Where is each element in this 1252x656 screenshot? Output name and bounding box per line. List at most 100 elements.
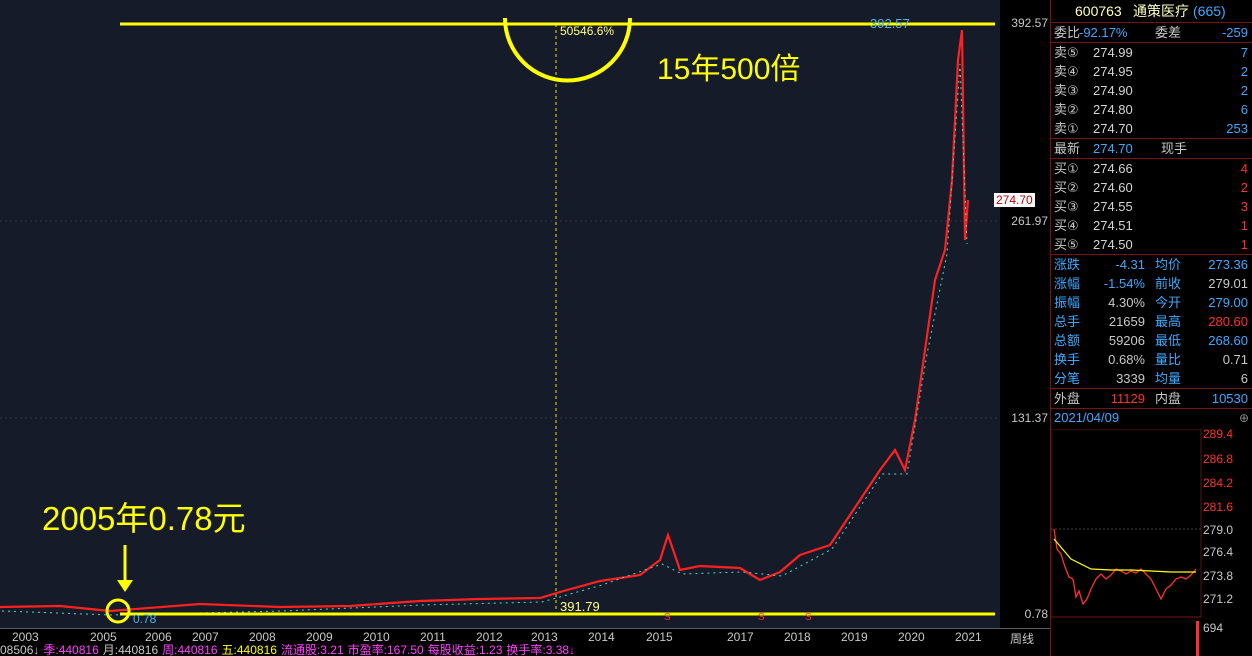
year-label: 2005: [90, 630, 117, 644]
scroll-icon[interactable]: ⊕: [1238, 411, 1249, 425]
stat-label: 最高: [1155, 314, 1182, 329]
year-label: 2009: [306, 630, 333, 644]
price-series-cyan: [1, 63, 968, 616]
price-tick: 0.78: [1024, 607, 1048, 621]
period-label[interactable]: 周线: [1010, 632, 1035, 646]
buy-price: 274.60: [1093, 180, 1133, 195]
ratio-label: 委比: [1054, 25, 1081, 40]
buy-orders: 买① 274.66 4 买② 274.60 2 买③ 274.55 3 买④ 274.51 1 …: [1051, 159, 1252, 255]
year-label: 2011: [420, 630, 446, 644]
intraday-avg-line: [1053, 538, 1196, 573]
year-label: 2013: [531, 630, 558, 644]
date-axis: 2003 2005 2006 2007 2008 2009 2010 2011 …: [0, 628, 1050, 646]
status-item: 季:440816: [43, 644, 99, 656]
buy-volume: 1: [1240, 237, 1248, 252]
inner-value: 10530: [1211, 391, 1248, 406]
sell-price: 274.90: [1093, 83, 1133, 98]
buy-row: 买④ 274.51 1: [1051, 216, 1252, 235]
latest-row: 最新 274.70 现手: [1051, 139, 1252, 159]
sell-price: 274.95: [1093, 64, 1133, 79]
intraday-volume-tick: 694: [1203, 621, 1224, 635]
stat-label: 量比: [1155, 352, 1182, 367]
status-item: 市盈率:167.50: [347, 644, 424, 656]
status-item: 每股收益:1.23: [427, 644, 503, 656]
stock-header: 600763 通策医疗 (665): [1051, 0, 1252, 23]
status-item: 流通股:3.21: [280, 644, 344, 656]
stat-value: -1.54%: [1103, 276, 1145, 291]
stat-row: 总手 21659 最高 280.60: [1051, 312, 1252, 331]
kline-chart[interactable]: 392.57 50546.6% 391.79 0.78 15年500倍 2005…: [0, 0, 1000, 628]
stock-suffix: (665): [1193, 3, 1226, 19]
buy-label: 买①: [1054, 161, 1079, 176]
buy-volume: 2: [1240, 180, 1248, 195]
sell-volume: 253: [1226, 121, 1248, 136]
sell-label: 卖①: [1054, 121, 1079, 136]
highlight-circle: [503, 17, 632, 83]
buy-price: 274.66: [1093, 161, 1133, 176]
sell-row: 卖② 274.80 6: [1051, 100, 1252, 119]
intraday-price-tick: 284.2: [1203, 476, 1234, 490]
buy-row: 买③ 274.55 3: [1051, 197, 1252, 216]
sell-volume: 6: [1240, 102, 1248, 117]
buy-volume: 3: [1240, 199, 1248, 214]
intraday-chart[interactable]: 289.4 286.8 284.2 281.6 279.0 276.4 273.…: [1051, 427, 1252, 656]
stat-value: 273.36: [1208, 257, 1248, 272]
stat-value: 268.60: [1208, 333, 1248, 348]
status-item: 08506↓: [0, 644, 40, 656]
stat-row: 总额 59206 最低 268.60: [1051, 331, 1252, 350]
stat-value: 280.60: [1208, 314, 1248, 329]
price-tick: 131.37: [1011, 411, 1048, 425]
sell-volume: 2: [1240, 83, 1248, 98]
year-label: 2017: [727, 630, 754, 644]
high-label: 392.57: [870, 16, 910, 31]
sell-row: 卖① 274.70 253: [1051, 119, 1252, 139]
annotation-left: 2005年0.78元: [42, 500, 246, 537]
year-label: 2008: [249, 630, 276, 644]
outer-value: 11129: [1110, 391, 1145, 406]
status-item: 月:440816: [102, 644, 159, 656]
diff-label: 委差: [1155, 25, 1182, 40]
stat-value: 6: [1240, 371, 1248, 386]
stat-value: 4.30%: [1108, 295, 1145, 310]
intraday-price-tick: 286.8: [1203, 452, 1234, 466]
stat-row: 换手 0.68% 量比 0.71: [1051, 350, 1252, 369]
buy-row: 买⑤ 274.50 1: [1051, 235, 1252, 255]
stat-label: 总手: [1054, 314, 1081, 329]
diff-value: -259: [1221, 25, 1248, 40]
stat-label: 最低: [1155, 333, 1182, 348]
marker-s: S: [758, 612, 765, 623]
crosshair-value: 391.79: [560, 599, 600, 614]
stat-value: 279.01: [1208, 276, 1248, 291]
stat-label: 涨跌: [1054, 257, 1081, 272]
stat-label: 分笔: [1054, 371, 1081, 386]
volume-bar: [1196, 621, 1199, 656]
buy-label: 买⑤: [1054, 237, 1079, 252]
stat-label: 振幅: [1054, 295, 1081, 310]
year-label: 2010: [363, 630, 390, 644]
buy-row: 买① 274.66 4: [1051, 159, 1252, 178]
stat-value: -4.31: [1115, 257, 1145, 272]
intraday-price-tick: 279.0: [1203, 523, 1234, 537]
intraday-svg: [1051, 429, 1202, 656]
year-label: 2020: [898, 630, 925, 644]
stat-label: 前收: [1155, 276, 1182, 291]
latest-vol-label: 现手: [1161, 141, 1188, 156]
stat-row: 分笔 3339 均量 6: [1051, 369, 1252, 389]
stat-value: 0.68%: [1108, 352, 1145, 367]
year-label: 2003: [12, 630, 39, 644]
intraday-frame: [1051, 429, 1202, 618]
sell-volume: 2: [1240, 64, 1248, 79]
stat-row: 涨跌 -4.31 均价 273.36: [1051, 255, 1252, 274]
arrow-head: [117, 580, 133, 592]
intraday-price-tick: 273.8: [1203, 569, 1234, 583]
year-label: 2014: [588, 630, 615, 644]
year-label: 2012: [476, 630, 503, 644]
year-label: 2007: [192, 630, 219, 644]
date-row: 2021/04/09 ⊕: [1051, 409, 1252, 427]
buy-volume: 4: [1240, 161, 1248, 176]
price-series: [0, 29, 970, 613]
stat-value: 21659: [1108, 314, 1145, 329]
low-label: 0.78: [133, 612, 157, 626]
quote-panel: 600763 通策医疗 (665) 委比 -92.17% 委差 -259 卖⑤ 2…: [1050, 0, 1252, 656]
year-label: 2015: [646, 630, 673, 644]
